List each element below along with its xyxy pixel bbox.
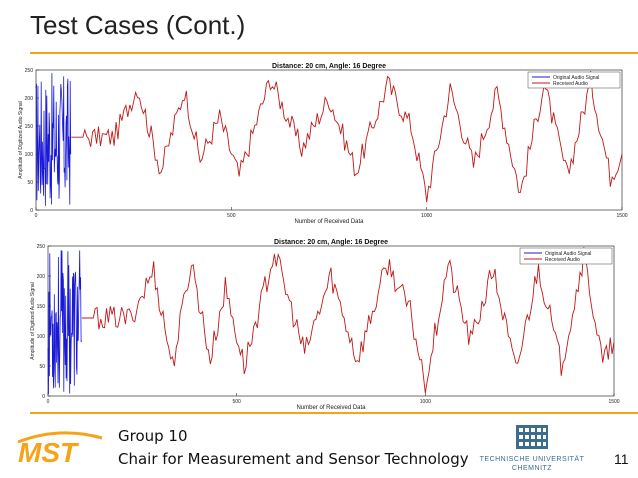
x-tick-label: 500 [227, 213, 236, 219]
slide-title: Test Cases (Cont.) [30, 10, 246, 40]
y-tick-label: 200 [25, 96, 34, 102]
legend-label: Received Audio [545, 257, 580, 263]
x-axis-label: Number of Received Data [296, 405, 366, 411]
series-received-line [71, 71, 623, 203]
y-tick-label: 100 [37, 334, 46, 340]
y-tick-label: 250 [25, 68, 34, 74]
footer-chair: Chair for Measurement and Sensor Technol… [118, 450, 469, 468]
university-line1: TECHNISCHE UNIVERSITÄT [479, 456, 585, 463]
y-tick-label: 150 [37, 304, 46, 310]
footer-divider [30, 412, 638, 414]
chart-bottom: 0 50 100 150 200 250 0 500 1000 1500 Distance: 20 … [16, 236, 629, 412]
tu-chemnitz-logo: TECHNISCHE UNIVERSITÄT CHEMNITZ [478, 424, 586, 473]
y-tick-label: 250 [37, 244, 46, 250]
y-tick-label: 200 [37, 274, 46, 280]
series-original-line [35, 73, 72, 206]
tu-building-icon [516, 425, 548, 449]
x-tick-label: 0 [35, 213, 38, 219]
legend-label: Received Audio [553, 81, 588, 87]
x-axis-label: Number of Received Data [294, 219, 364, 224]
series-original-line [47, 250, 82, 395]
x-tick-label: 1000 [420, 399, 431, 405]
y-tick-label: 50 [27, 180, 33, 186]
legend-label: Original Audio Signal [553, 75, 599, 81]
university-line2: CHEMNITZ [511, 465, 553, 472]
x-tick-label: 1000 [421, 213, 432, 219]
footer-group: Group 10 [118, 427, 188, 445]
y-tick-label: 150 [25, 124, 34, 130]
title-divider [30, 52, 638, 54]
y-tick-label: 50 [39, 364, 45, 370]
legend-box [527, 71, 621, 89]
x-tick-label: 500 [232, 399, 241, 405]
chart-title: Distance: 20 cm, Angle: 16 Degree [272, 63, 386, 70]
x-tick-label: 1500 [608, 399, 619, 405]
y-axis-label: Amplitude of Digitized Audio Signal [18, 101, 24, 179]
x-tick-label: 1500 [616, 213, 627, 219]
y-tick-label: 100 [25, 152, 34, 158]
page-number: 11 [614, 451, 629, 467]
y-tick-label: 0 [30, 208, 33, 214]
chart-top: 0 50 100 150 200 250 0 500 1000 1500 Distance: 20 … [16, 60, 629, 224]
x-tick-label: 0 [47, 399, 50, 405]
legend-box [519, 247, 613, 265]
mst-logo-text: MST [18, 437, 80, 468]
mst-logo: MST [17, 431, 103, 468]
legend-label: Original Audio Signal [545, 251, 591, 257]
chart-title: Distance: 20 cm, Angle: 16 Degree [274, 239, 388, 246]
y-tick-label: 0 [42, 394, 45, 400]
y-axis-label: Amplitude of Digitized Audio Signal [30, 282, 36, 360]
series-received-line [82, 247, 615, 394]
plot-area [35, 69, 623, 211]
